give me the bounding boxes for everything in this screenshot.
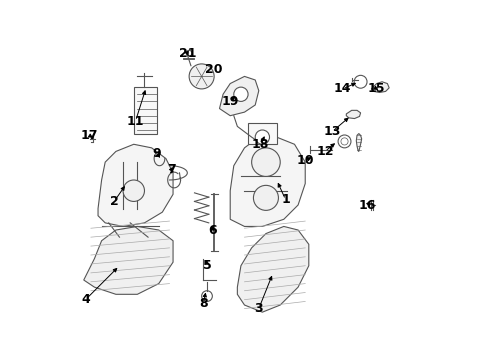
Text: 10: 10: [296, 154, 313, 167]
Text: 18: 18: [251, 138, 269, 151]
FancyBboxPatch shape: [247, 123, 276, 144]
Text: 2: 2: [109, 195, 118, 208]
FancyBboxPatch shape: [134, 87, 157, 134]
Text: 12: 12: [315, 145, 333, 158]
Text: 20: 20: [205, 63, 223, 76]
Polygon shape: [356, 134, 361, 152]
Circle shape: [186, 50, 192, 56]
Polygon shape: [83, 226, 173, 294]
Circle shape: [189, 64, 214, 89]
Text: 8: 8: [199, 297, 207, 310]
Circle shape: [255, 130, 269, 144]
Circle shape: [253, 185, 278, 210]
Text: 9: 9: [152, 147, 161, 160]
Polygon shape: [370, 82, 388, 93]
Circle shape: [201, 291, 212, 301]
Text: 3: 3: [254, 302, 263, 315]
Text: 16: 16: [358, 198, 376, 212]
Circle shape: [353, 75, 366, 88]
Text: 6: 6: [207, 224, 216, 237]
Circle shape: [337, 135, 350, 148]
Polygon shape: [346, 111, 360, 118]
Text: 5: 5: [202, 259, 211, 272]
Text: 4: 4: [81, 293, 90, 306]
Text: 11: 11: [126, 114, 144, 127]
Text: 19: 19: [221, 95, 239, 108]
Circle shape: [340, 138, 347, 145]
Circle shape: [233, 87, 247, 102]
Circle shape: [123, 180, 144, 202]
Text: 13: 13: [323, 125, 340, 138]
Text: 21: 21: [178, 47, 196, 60]
Circle shape: [251, 148, 280, 176]
Text: 17: 17: [80, 129, 98, 142]
Polygon shape: [219, 76, 258, 116]
Text: 15: 15: [367, 82, 385, 95]
Polygon shape: [98, 144, 173, 226]
Text: 7: 7: [166, 163, 175, 176]
Text: 1: 1: [281, 193, 289, 206]
Text: 14: 14: [333, 82, 351, 95]
Polygon shape: [230, 137, 305, 226]
Polygon shape: [237, 226, 308, 312]
